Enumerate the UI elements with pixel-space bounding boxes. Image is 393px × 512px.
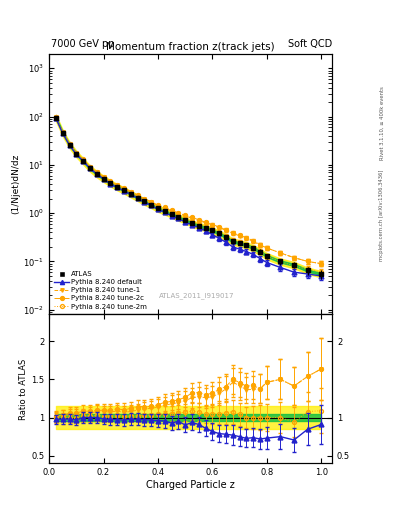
Text: Rivet 3.1.10, ≥ 400k events: Rivet 3.1.10, ≥ 400k events [380, 86, 384, 160]
Text: Soft QCD: Soft QCD [288, 38, 332, 49]
Text: mcplots.cern.ch [arXiv:1306.3436]: mcplots.cern.ch [arXiv:1306.3436] [380, 169, 384, 261]
Text: ATLAS_2011_I919017: ATLAS_2011_I919017 [158, 292, 234, 299]
Y-axis label: Ratio to ATLAS: Ratio to ATLAS [19, 358, 28, 419]
Legend: ATLAS, Pythia 8.240 default, Pythia 8.240 tune-1, Pythia 8.240 tune-2c, Pythia 8: ATLAS, Pythia 8.240 default, Pythia 8.24… [53, 270, 149, 311]
Text: 7000 GeV pp: 7000 GeV pp [51, 38, 115, 49]
X-axis label: Charged Particle z: Charged Particle z [146, 480, 235, 490]
Y-axis label: (1/Njet)dN/dz: (1/Njet)dN/dz [12, 154, 21, 215]
Title: Momentum fraction z(track jets): Momentum fraction z(track jets) [106, 41, 275, 52]
